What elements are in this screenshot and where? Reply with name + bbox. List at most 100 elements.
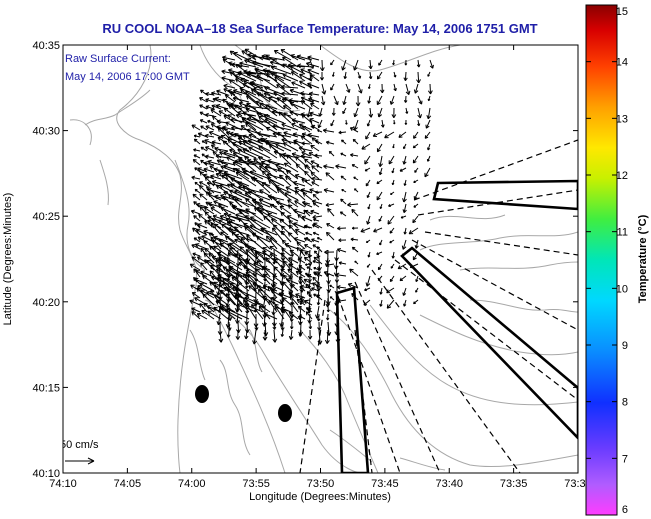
current-vector — [203, 302, 215, 313]
current-vector — [229, 242, 250, 257]
current-vector — [379, 239, 383, 246]
current-vector — [245, 289, 250, 298]
current-vector — [303, 209, 311, 217]
current-vector — [269, 237, 285, 250]
current-vector — [231, 142, 250, 152]
colorbar-tick-label: 8 — [622, 397, 628, 409]
current-vector — [192, 193, 201, 201]
current-vector — [251, 232, 271, 243]
current-vector — [247, 190, 271, 201]
current-vector — [220, 206, 236, 215]
current-vector — [249, 216, 271, 229]
current-vector — [335, 329, 341, 344]
current-vector — [294, 173, 306, 180]
current-vector — [237, 181, 257, 194]
current-vector — [397, 263, 407, 270]
current-vector — [237, 148, 257, 159]
current-vector — [245, 90, 264, 103]
current-vector — [412, 215, 419, 224]
current-vector — [300, 100, 313, 110]
current-vector — [227, 114, 243, 124]
current-vector — [286, 154, 299, 166]
current-vector — [261, 182, 278, 194]
current-vector — [244, 155, 264, 173]
current-vector — [212, 218, 229, 229]
current-vector — [307, 55, 320, 61]
current-vector — [320, 95, 326, 106]
current-vector — [280, 230, 292, 243]
current-vector — [235, 249, 239, 257]
current-vector — [316, 246, 323, 253]
current-vector — [280, 211, 292, 222]
colorbar-tick-label: 6 — [622, 504, 628, 516]
current-vector — [298, 123, 313, 131]
current-vector — [246, 102, 264, 117]
current-vector — [309, 111, 320, 117]
current-vector — [234, 198, 257, 208]
current-vector — [226, 329, 231, 338]
current-vector — [290, 297, 294, 305]
current-vector — [266, 172, 285, 180]
y-tick-label: 40:35 — [32, 40, 60, 52]
colorbar-tick-label: 9 — [622, 340, 628, 352]
current-vector — [289, 101, 306, 110]
current-vector — [199, 104, 208, 110]
current-vector — [327, 208, 335, 217]
current-vector — [205, 125, 215, 131]
current-vector — [210, 207, 222, 215]
current-vector — [325, 172, 335, 181]
current-vector — [331, 107, 336, 116]
current-vector — [276, 84, 292, 96]
current-vector — [235, 171, 257, 187]
current-vector — [331, 71, 335, 77]
plot-area — [63, 45, 578, 473]
current-vector — [205, 91, 215, 97]
current-vector — [376, 191, 383, 201]
current-vector — [269, 60, 292, 68]
current-vector — [280, 321, 285, 331]
current-vector — [272, 329, 278, 343]
current-vector — [307, 305, 312, 314]
current-vector — [390, 191, 395, 195]
current-vector — [310, 144, 320, 152]
current-vector — [415, 275, 419, 283]
current-vector — [311, 199, 323, 205]
current-vector — [326, 305, 330, 313]
current-vector — [311, 176, 323, 182]
current-vector — [427, 143, 431, 151]
current-vector — [279, 205, 292, 215]
current-vector — [223, 257, 243, 271]
current-vector — [194, 277, 208, 285]
current-vector — [312, 214, 323, 220]
current-vector — [380, 83, 385, 94]
current-vector — [288, 257, 299, 264]
current-vector — [208, 130, 222, 138]
current-vector — [404, 119, 408, 125]
current-vector — [282, 63, 299, 75]
current-vector — [198, 185, 208, 194]
current-vector — [300, 154, 313, 159]
current-vector — [249, 224, 271, 236]
current-vector — [351, 208, 359, 217]
current-vector — [278, 111, 292, 124]
current-vector — [300, 188, 311, 193]
current-vector — [402, 191, 407, 203]
current-vector — [309, 95, 314, 104]
current-vector — [256, 112, 278, 124]
current-vector — [263, 113, 285, 124]
current-vector — [315, 190, 323, 194]
current-vector — [207, 192, 222, 201]
current-vector — [207, 310, 222, 320]
current-vector — [364, 155, 371, 165]
current-vector — [335, 164, 347, 169]
current-vector — [220, 193, 236, 201]
colorbar-tick-label: 15 — [616, 6, 628, 18]
current-vector — [323, 164, 335, 170]
current-vector — [417, 107, 423, 119]
current-vector — [205, 98, 215, 103]
raw-current-label: Raw Surface Current: — [65, 53, 171, 65]
current-vector — [238, 217, 257, 236]
current-vector — [405, 107, 409, 114]
current-vector — [325, 231, 335, 241]
current-vector — [244, 329, 249, 340]
